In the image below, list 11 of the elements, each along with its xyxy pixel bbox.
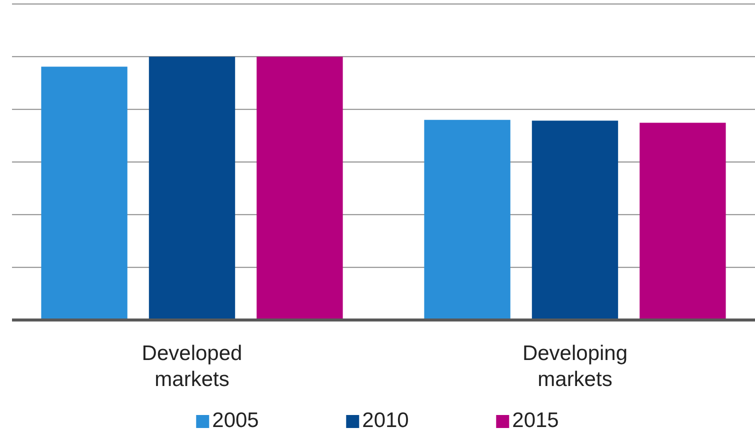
legend-label: 2015 (512, 409, 559, 432)
bar (256, 56, 343, 320)
bar (640, 122, 726, 320)
bar (424, 120, 510, 320)
bar (532, 120, 618, 320)
x-tick-label: Developing markets (522, 342, 628, 391)
bar (148, 56, 236, 320)
legend-label: 2010 (362, 409, 409, 432)
x-tick-label: Developed markets (142, 342, 242, 391)
bar (41, 66, 128, 320)
legend-label: 2005 (212, 409, 259, 432)
